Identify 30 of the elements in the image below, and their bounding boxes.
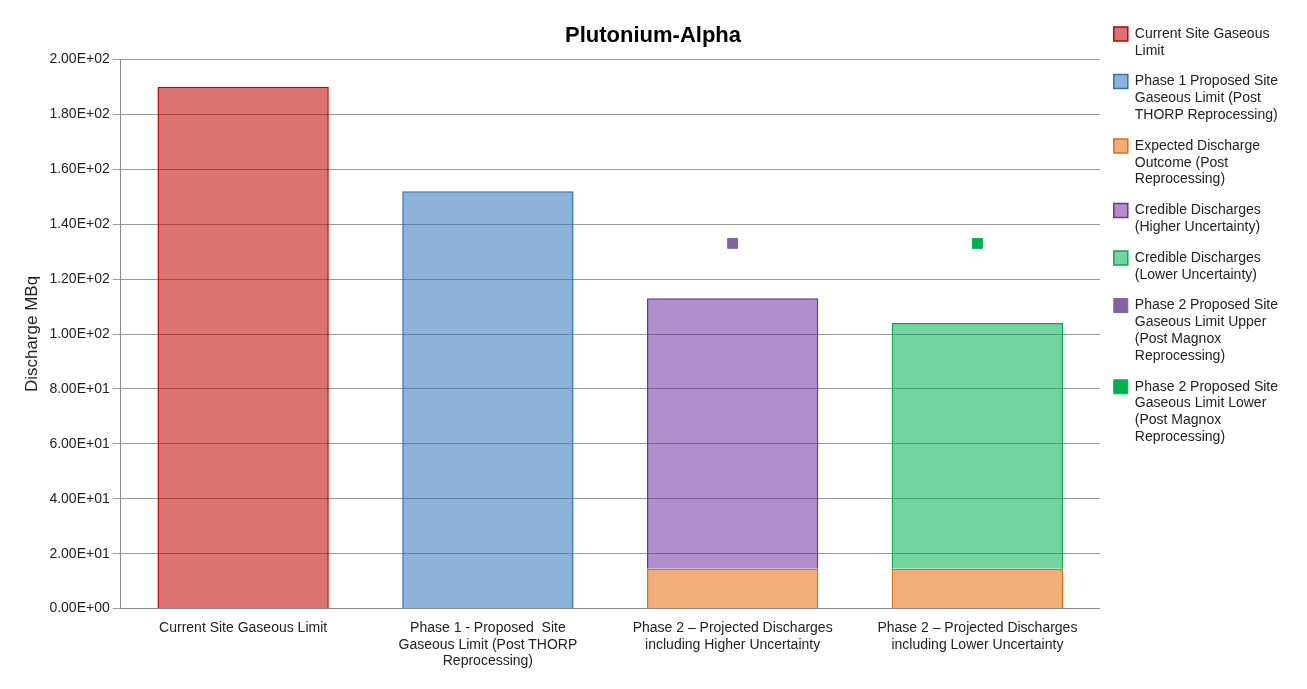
bar — [891, 568, 1064, 609]
legend-label: Current Site Gaseous Limit — [1134, 24, 1270, 58]
x-tick-label: Phase 2 – Projected Discharges including Lower Uncertainty — [877, 618, 1078, 652]
bar — [157, 86, 329, 609]
y-tick-label: 1.20E+02 — [49, 269, 110, 286]
y-tick-label: 1.80E+02 — [49, 105, 110, 122]
bar — [402, 191, 574, 609]
legend-label: Expected Discharge Outcome (Post Reprocessing) — [1134, 136, 1261, 187]
bar — [891, 323, 1064, 569]
x-tick-label: Phase 1 - Proposed Site Gaseous Limit (Post THORP Reprocessing) — [398, 618, 578, 669]
y-tick-label: 1.60E+02 — [49, 160, 110, 177]
y-tick-label: 0.00E+00 — [49, 599, 110, 616]
legend-label: Credible Discharges (Lower Uncertainty) — [1134, 248, 1261, 282]
y-tick-label: 8.00E+01 — [49, 379, 110, 396]
y-tick-label: 1.40E+02 — [49, 215, 110, 232]
x-tick-label: Phase 2 – Projected Discharges including Higher Uncertainty — [632, 618, 833, 652]
chart-title: Plutonium-Alpha — [565, 22, 742, 48]
legend-label: Credible Discharges (Higher Uncertainty) — [1134, 201, 1261, 235]
legend-label: Phase 1 Proposed Site Gaseous Limit (Post THORP Reprocessing) — [1134, 72, 1279, 123]
bar — [646, 568, 819, 609]
y-tick-label: 6.00E+01 — [49, 434, 110, 451]
legend-label: Phase 2 Proposed Site Gaseous Limit Upper (Post Magnox Reprocessing) — [1134, 296, 1279, 363]
y-tick-label: 2.00E+01 — [49, 544, 110, 561]
y-tick-label: 4.00E+01 — [49, 489, 110, 506]
y-tick-label: 1.00E+02 — [49, 324, 110, 341]
y-axis-title: Discharge MBq — [21, 275, 41, 393]
bar — [646, 298, 819, 569]
y-tick-label: 2.00E+02 — [49, 50, 110, 67]
x-tick-label: Current Site Gaseous Limit — [159, 618, 328, 635]
legend-label: Phase 2 Proposed Site Gaseous Limit Lower (Post Magnox Reprocessing) — [1134, 377, 1279, 445]
